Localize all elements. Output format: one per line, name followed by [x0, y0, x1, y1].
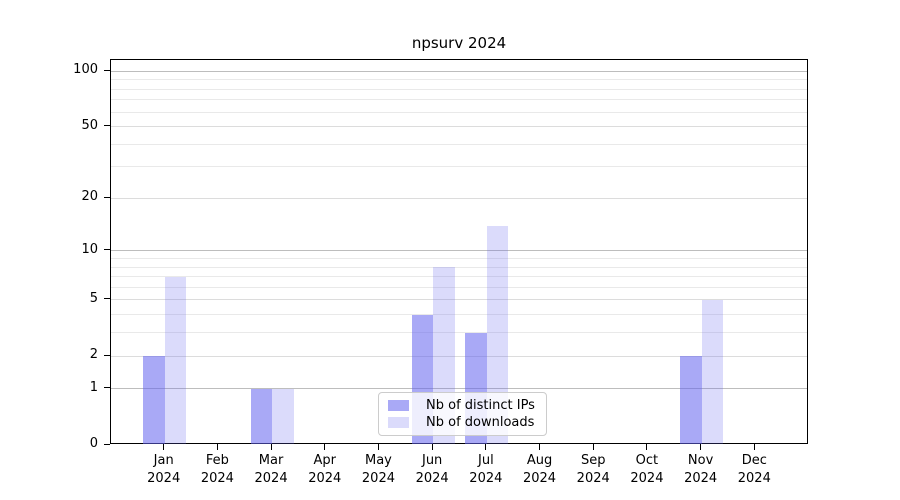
- bar-ips-mar: [250, 388, 273, 444]
- x-tick-sep: [592, 444, 594, 450]
- gridline-mid-20: [111, 197, 807, 199]
- y-tick-label-100: 100: [73, 62, 98, 78]
- gridline-minor-9: [111, 257, 807, 259]
- y-tick-label-50: 50: [81, 117, 98, 133]
- gridline-minor-40: [111, 143, 807, 145]
- chart-title: npsurv 2024: [411, 34, 507, 52]
- x-tick-jul: [485, 444, 487, 450]
- gridline-minor-80: [111, 88, 807, 90]
- x-tick-aug: [539, 444, 541, 450]
- legend-item-distinct-ips: Nb of distinct IPs: [388, 398, 537, 413]
- bar-downloads-jan: [164, 276, 187, 444]
- y-tick-5: [104, 298, 110, 300]
- gridline-minor-70: [111, 99, 807, 101]
- gridline-decade-1: [111, 388, 807, 390]
- legend-swatch-distinct-ips-icon: [388, 399, 409, 411]
- y-tick-label-20: 20: [81, 189, 98, 205]
- gridline-minor-60: [111, 111, 807, 113]
- y-tick-100: [104, 69, 110, 71]
- x-tick-jan: [163, 444, 165, 450]
- gridline-minor-7: [111, 276, 807, 278]
- bar-downloads-jul: [486, 225, 509, 444]
- legend-label-distinct-ips: Nb of distinct IPs: [426, 397, 535, 413]
- x-tick-mar: [270, 444, 272, 450]
- gridline-minor-6: [111, 286, 807, 288]
- legend: Nb of distinct IPs Nb of downloads: [378, 392, 547, 436]
- x-tick-label-apr: Apr 2024: [308, 453, 342, 486]
- y-tick-50: [104, 125, 110, 127]
- y-tick-label-10: 10: [81, 241, 98, 257]
- y-tick-label-5: 5: [89, 290, 98, 306]
- gridline-minor-3: [111, 332, 807, 334]
- x-tick-label-aug: Aug 2024: [522, 453, 557, 486]
- gridline-minor-30: [111, 166, 807, 168]
- gridline-mid-5: [111, 299, 807, 301]
- y-tick-label-2: 2: [89, 347, 98, 362]
- gridline-mid-2: [111, 355, 807, 357]
- y-tick-2: [104, 354, 110, 356]
- x-tick-label-may: May 2024: [361, 453, 395, 486]
- gridline-decade-100: [111, 70, 807, 72]
- x-tick-oct: [646, 444, 648, 450]
- x-tick-dec: [753, 444, 755, 450]
- gridline-minor-4: [111, 314, 807, 316]
- x-tick-apr: [324, 444, 326, 450]
- plot-area: [110, 59, 808, 444]
- x-tick-jun: [431, 444, 433, 450]
- y-tick-label-1: 1: [89, 379, 98, 395]
- gridline-minor-90: [111, 79, 807, 81]
- x-tick-label-oct: Oct 2024: [630, 453, 664, 486]
- x-tick-label-jul: Jul 2024: [469, 453, 503, 486]
- x-tick-label-nov: Nov 2024: [684, 453, 718, 486]
- x-tick-label-sep: Sep 2024: [576, 453, 610, 486]
- gridline-mid-50: [111, 126, 807, 128]
- y-tick-10: [104, 249, 110, 251]
- y-tick-20: [104, 196, 110, 198]
- x-tick-may: [377, 444, 379, 450]
- gridline-decade-10: [111, 250, 807, 252]
- x-tick-label-jun: Jun 2024: [415, 453, 449, 486]
- bar-ips-nov: [680, 356, 702, 444]
- x-tick-feb: [216, 444, 218, 450]
- y-tick-label-0: 0: [89, 436, 98, 451]
- legend-label-downloads: Nb of downloads: [426, 415, 535, 431]
- x-tick-label-jan: Jan 2024: [147, 453, 181, 486]
- x-tick-label-feb: Feb 2024: [200, 453, 234, 486]
- x-tick-label-dec: Dec 2024: [737, 453, 771, 486]
- legend-item-downloads: Nb of downloads: [388, 415, 537, 430]
- bar-downloads-mar: [272, 388, 294, 444]
- y-tick-1: [104, 387, 110, 389]
- gridline-minor-8: [111, 266, 807, 268]
- bar-ips-jan: [143, 356, 165, 444]
- bar-downloads-nov: [701, 299, 724, 444]
- y-tick-0: [104, 443, 110, 445]
- legend-swatch-downloads-icon: [388, 417, 409, 429]
- x-tick-label-mar: Mar 2024: [254, 453, 288, 486]
- x-tick-nov: [700, 444, 702, 450]
